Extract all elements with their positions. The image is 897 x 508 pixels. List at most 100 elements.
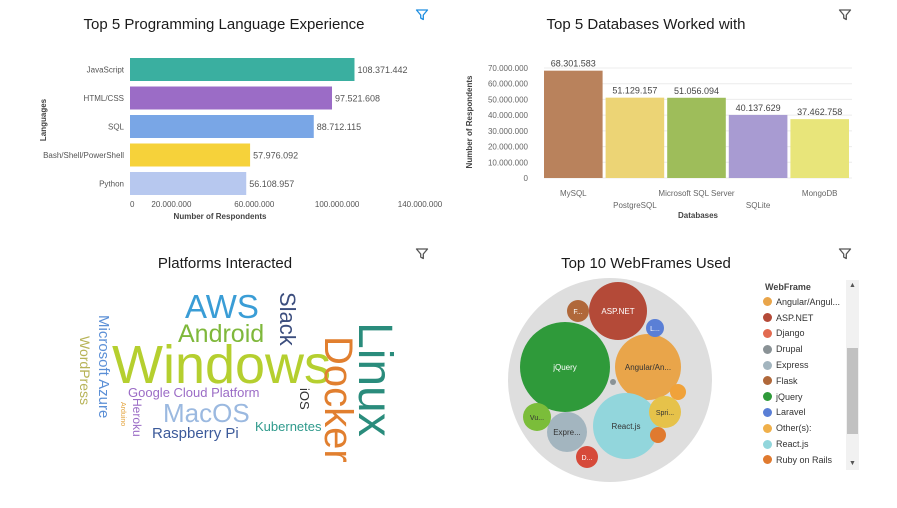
word-cloud-word: iOS bbox=[297, 388, 312, 410]
legend-swatch bbox=[763, 423, 772, 433]
languages-chart-title: Top 5 Programming Language Experience bbox=[83, 16, 365, 33]
x-axis-label: Number of Respondents bbox=[174, 212, 267, 221]
bar[interactable] bbox=[130, 58, 355, 81]
bar[interactable] bbox=[130, 143, 251, 167]
legend-scrollbar[interactable]: ▲ ▼ bbox=[846, 280, 859, 470]
word-cloud-word: Android bbox=[178, 320, 265, 348]
bar[interactable] bbox=[667, 97, 726, 178]
bar-value-label: 57.976.092 bbox=[253, 151, 298, 161]
legend-label: Drupal bbox=[776, 344, 803, 355]
bubble[interactable] bbox=[523, 403, 551, 431]
databases-bar-chart: 70.000.000 60.000.000 50.000.000 40.000.000… bbox=[465, 59, 852, 220]
bubble-label: Expre... bbox=[553, 428, 581, 437]
legend-item[interactable]: jQuery bbox=[763, 389, 859, 405]
legend-title: WebFrame bbox=[765, 282, 811, 292]
bubble-label: Angular/An... bbox=[625, 363, 671, 372]
bar[interactable] bbox=[790, 119, 849, 178]
bubble[interactable] bbox=[650, 427, 666, 443]
bubble[interactable] bbox=[649, 396, 681, 428]
bar[interactable] bbox=[130, 86, 333, 110]
y-tick-label: Bash/Shell/PowerShell bbox=[43, 151, 124, 160]
bar[interactable] bbox=[544, 70, 603, 178]
word-cloud-word: MacOS bbox=[163, 398, 250, 428]
webframes-legend: WebFrame Angular/Angul... ASP.NET Django Dr… bbox=[763, 282, 859, 472]
legend-swatch bbox=[763, 392, 772, 402]
legend-item[interactable]: Other(s): bbox=[763, 420, 859, 436]
legend-label: React.js bbox=[776, 439, 809, 450]
bubble-label: F... bbox=[573, 309, 582, 316]
legend-item[interactable]: Laravel bbox=[763, 405, 859, 421]
bar[interactable] bbox=[728, 114, 788, 178]
bar-value-label: 108.371.442 bbox=[357, 65, 407, 75]
bubble-label: D... bbox=[582, 455, 593, 462]
bubble[interactable] bbox=[567, 300, 589, 322]
legend-item[interactable]: ASP.NET bbox=[763, 310, 859, 326]
word-cloud-word: Google Cloud Platform bbox=[128, 385, 260, 400]
x-tick-label: 0 bbox=[130, 200, 135, 209]
bar-value-label: 97.521.608 bbox=[335, 94, 380, 104]
bubble[interactable] bbox=[615, 334, 681, 400]
scroll-thumb[interactable] bbox=[847, 348, 858, 434]
word-cloud-word: Arduino bbox=[119, 402, 126, 427]
bar[interactable] bbox=[605, 97, 665, 178]
webframes-bubble-chart: jQuery ASP.NET Angular/An... React.js Expre.… bbox=[508, 278, 712, 482]
bubble[interactable] bbox=[610, 379, 616, 385]
bubble[interactable] bbox=[670, 384, 686, 400]
y-tick-label: 30.000.000 bbox=[488, 127, 529, 136]
bar-value-label: 68.301.583 bbox=[551, 59, 596, 69]
filter-icon[interactable] bbox=[838, 8, 852, 22]
bar-value-label: 88.712.115 bbox=[317, 122, 361, 132]
bar-value-label: 56.108.957 bbox=[249, 179, 294, 189]
x-tick-label: 20.000.000 bbox=[151, 200, 192, 209]
x-tick-label: SQLite bbox=[746, 201, 771, 210]
legend-swatch bbox=[763, 407, 772, 417]
bar[interactable] bbox=[130, 172, 247, 195]
legend-swatch bbox=[763, 328, 772, 338]
bubble[interactable] bbox=[520, 322, 610, 412]
word-cloud-word: AWS bbox=[185, 288, 259, 325]
word-cloud-word: Slack bbox=[275, 292, 300, 346]
x-tick-label: MySQL bbox=[560, 189, 587, 198]
languages-bar-chart: JavaScript 108.371.442 HTML/CSS 97.521.608 S… bbox=[39, 58, 443, 221]
filter-icon[interactable] bbox=[415, 247, 429, 261]
y-tick-label: 60.000.000 bbox=[488, 80, 529, 89]
legend-item[interactable]: Django bbox=[763, 326, 859, 342]
bubble-label: Spri... bbox=[656, 410, 674, 417]
legend-swatch bbox=[763, 455, 772, 465]
legend-swatch bbox=[763, 344, 772, 354]
word-cloud-word: Raspberry Pi bbox=[152, 425, 239, 442]
legend-label: Express bbox=[776, 360, 809, 371]
bubble[interactable] bbox=[646, 319, 664, 337]
bubble[interactable] bbox=[576, 446, 598, 468]
y-tick-label: HTML/CSS bbox=[84, 94, 124, 103]
legend-item[interactable]: Express bbox=[763, 357, 859, 373]
filter-icon[interactable] bbox=[415, 8, 429, 22]
bar[interactable] bbox=[130, 115, 314, 138]
x-tick-label: 60.000.000 bbox=[234, 200, 275, 209]
bubble[interactable] bbox=[593, 393, 659, 459]
bar-value-label: 40.137.629 bbox=[736, 103, 781, 113]
legend-swatch bbox=[763, 360, 772, 370]
y-tick-label: SQL bbox=[108, 123, 125, 132]
legend-item[interactable]: Drupal bbox=[763, 341, 859, 357]
legend-label: jQuery bbox=[776, 391, 803, 402]
word-cloud-word: Kubernetes bbox=[255, 419, 322, 434]
filter-icon[interactable] bbox=[838, 247, 852, 261]
legend-item[interactable]: Flask bbox=[763, 373, 859, 389]
word-cloud-word: Heroku bbox=[130, 398, 144, 437]
y-axis-label: Languages bbox=[39, 98, 48, 141]
legend-item[interactable]: React.js bbox=[763, 436, 859, 452]
bubble[interactable] bbox=[547, 412, 587, 452]
legend-label: Ruby on Rails bbox=[776, 454, 833, 465]
scroll-down-arrow-icon[interactable]: ▼ bbox=[849, 460, 856, 467]
legend-item[interactable]: Angular/Angul... bbox=[763, 294, 859, 310]
legend-swatch bbox=[763, 439, 772, 449]
scroll-up-arrow-icon[interactable]: ▲ bbox=[849, 282, 856, 289]
y-tick-label: 20.000.000 bbox=[488, 143, 529, 152]
y-tick-label: Python bbox=[99, 180, 124, 189]
bubble[interactable] bbox=[589, 282, 647, 340]
word-cloud-word: Docker bbox=[316, 336, 360, 463]
x-tick-label: 140.000.000 bbox=[398, 200, 443, 209]
x-tick-label: 100.000.000 bbox=[315, 200, 360, 209]
legend-item[interactable]: Ruby on Rails bbox=[763, 452, 859, 468]
